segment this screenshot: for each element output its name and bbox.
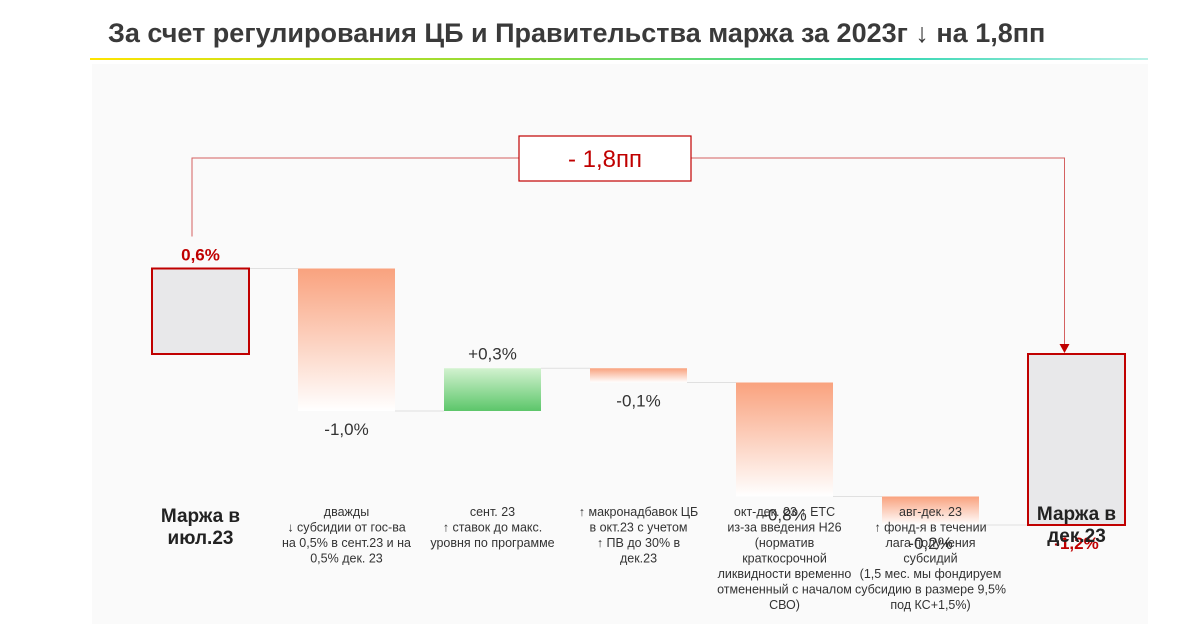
category-label: ↑ макронадбавок ЦБ в окт.23 с учетом ↑ ПВ …	[579, 505, 698, 566]
value-label: -1,0%	[324, 420, 368, 439]
bar-increase	[444, 368, 541, 411]
category-label: дважды ↓ субсидии от гос-ва на 0,5% в сент…	[282, 505, 411, 566]
bar-total	[151, 267, 250, 355]
category-label: Маржа в июл.23	[161, 506, 240, 549]
bar-decrease	[590, 368, 687, 383]
value-label: +0,3%	[468, 344, 517, 363]
bar-decrease	[298, 268, 395, 411]
annotation-badge	[518, 135, 692, 182]
category-label: окт-дек. 23 ↑ ЕТС из-за введения Н26 (норм…	[717, 505, 852, 612]
annotation-arrowhead	[1059, 344, 1070, 353]
value-label: -0,8%	[762, 506, 806, 525]
value-label: -0,1%	[616, 392, 660, 411]
bar-decrease	[736, 382, 833, 497]
bar-total	[1027, 353, 1126, 526]
title-gradient-divider	[90, 58, 1148, 60]
value-label: -0,2%	[908, 534, 952, 553]
bar-decrease	[882, 496, 979, 525]
category-label: Маржа в дек.23	[1037, 504, 1116, 547]
annotation-badge-text: - 1,8пп	[568, 146, 642, 173]
category-label: сент. 23 ↑ ставок до макс. уровня по прогр…	[430, 505, 554, 550]
page-title: За счет регулирования ЦБ и Правительства…	[108, 18, 1046, 48]
category-label: авг-дек. 23 ↑ фонд-я в течении лага получе…	[855, 505, 1006, 612]
value-label: 0,6%	[181, 246, 220, 265]
value-label: -1,2%	[1054, 534, 1098, 553]
